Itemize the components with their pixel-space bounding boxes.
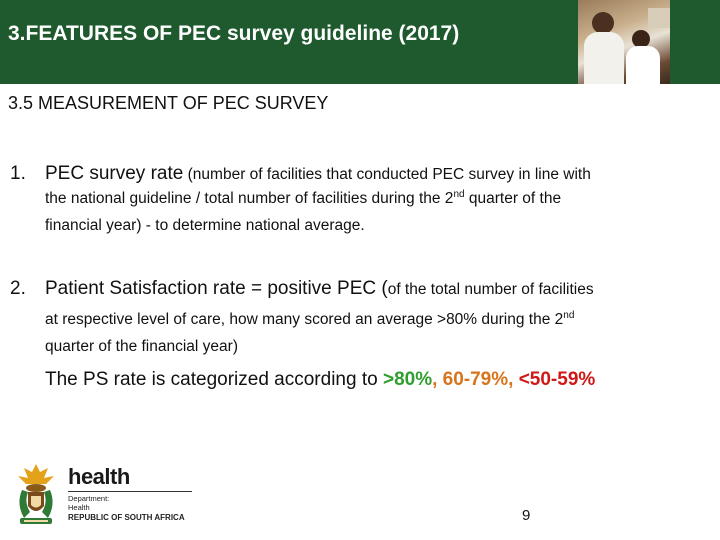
list-item-1-line1: PEC survey rate (number of facilities th… <box>45 163 591 185</box>
ps-rate-categories: The PS rate is categorized according to … <box>45 369 596 390</box>
list-number-2: 2. <box>10 278 26 299</box>
slide-title: 3.FEATURES OF PEC survey guideline (2017… <box>8 22 460 45</box>
category-red: <50-59% <box>518 369 596 390</box>
list-item-2-line1: Patient Satisfaction rate = positive PEC… <box>45 278 594 300</box>
list-item-2-line2: at respective level of care, how many sc… <box>45 309 575 328</box>
logo-country: REPUBLIC OF SOUTH AFRICA <box>68 513 185 522</box>
list-item-2-rest: of the total number of facilities <box>387 281 594 298</box>
page-number: 9 <box>522 507 531 524</box>
list-item-1-rest: (number of facilities that conducted PEC… <box>183 166 591 183</box>
list-item-2-line3: quarter of the financial year) <box>45 338 238 355</box>
list-item-1-lead: PEC survey rate <box>45 163 184 184</box>
category-orange: , 60-79% <box>432 369 509 390</box>
header-photo <box>578 0 670 84</box>
logo-department: Department: Health <box>68 494 110 512</box>
list-item-1-line3: financial year) - to determine national … <box>45 217 365 234</box>
list-item-2-lead: Patient Satisfaction rate = positive PEC… <box>45 278 388 299</box>
coat-of-arms-icon <box>10 460 62 528</box>
category-green: >80% <box>382 369 433 390</box>
list-number-1: 1. <box>10 163 26 184</box>
list-item-1-line2: the national guideline / total number of… <box>45 188 562 207</box>
header-divider <box>0 84 720 88</box>
section-subtitle: 3.5 MEASUREMENT OF PEC SURVEY <box>8 93 329 113</box>
logo-divider <box>68 491 192 492</box>
logo-wordmark: health <box>68 464 130 489</box>
